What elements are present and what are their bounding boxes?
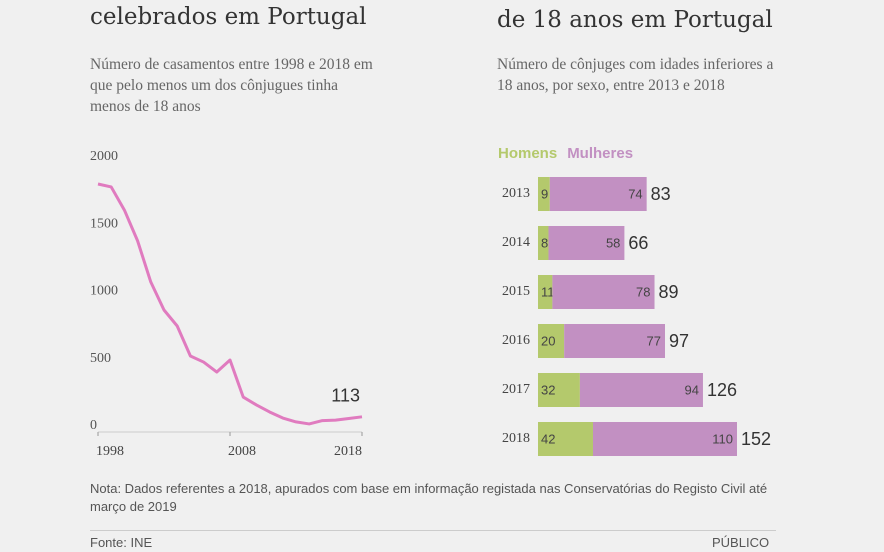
left-subtitle: Número de casamentos entre 1998 e 2018 e… <box>90 56 373 115</box>
end-label: 113 <box>331 386 360 406</box>
total-label: 152 <box>741 429 771 449</box>
bar <box>548 226 625 260</box>
bar <box>552 275 655 309</box>
bar <box>564 324 665 358</box>
total-label: 97 <box>669 331 689 351</box>
value-label: 110 <box>712 431 733 446</box>
bar <box>538 373 580 407</box>
value-label: 58 <box>606 235 620 250</box>
left-title: celebrados em Portugal <box>90 4 367 30</box>
value-label: 9 <box>541 186 548 201</box>
y-tick-label: 2016 <box>502 333 530 348</box>
right-title: de 18 anos em Portugal <box>497 7 773 33</box>
y-tick-label: 2017 <box>502 382 530 397</box>
bar <box>538 275 553 309</box>
bar <box>592 422 737 456</box>
value-label: 32 <box>541 382 555 397</box>
bar <box>538 324 565 358</box>
total-label: 126 <box>707 380 737 400</box>
x-tick-label: 2018 <box>334 444 362 459</box>
bar <box>538 422 593 456</box>
y-tick-label: 0 <box>90 418 97 433</box>
x-tick-label: 1998 <box>96 444 124 459</box>
legend-label: Mulheres <box>567 145 633 162</box>
right-subtitle: Número de cônjuges com idades inferiores… <box>497 56 774 94</box>
note: Nota: Dados referentes a 2018, apurados … <box>90 481 768 514</box>
bar <box>549 177 647 211</box>
value-label: 77 <box>647 333 661 348</box>
x-tick-label: 2008 <box>228 444 256 459</box>
bar <box>579 373 703 407</box>
value-label: 78 <box>636 284 650 299</box>
value-label: 42 <box>541 431 555 446</box>
y-tick-label: 500 <box>90 351 111 366</box>
value-label: 8 <box>541 235 548 250</box>
y-tick-label: 1000 <box>90 284 118 299</box>
value-label: 74 <box>628 186 642 201</box>
value-label: 94 <box>684 382 698 397</box>
total-label: 83 <box>651 184 671 204</box>
value-label: 20 <box>541 333 555 348</box>
y-tick-label: 2013 <box>502 186 530 201</box>
total-label: 66 <box>628 233 648 253</box>
y-tick-label: 2015 <box>502 284 530 299</box>
line <box>97 182 363 426</box>
y-tick-label: 2018 <box>502 431 530 446</box>
y-tick-label: 2014 <box>502 235 530 250</box>
y-tick-label: 2000 <box>90 149 118 164</box>
bar <box>538 226 549 260</box>
y-tick-label: 1500 <box>90 216 118 231</box>
legend-label: Homens <box>498 145 557 162</box>
bar <box>538 177 550 211</box>
divider <box>90 530 776 531</box>
total-label: 89 <box>659 282 679 302</box>
value-label: 11 <box>541 284 555 299</box>
